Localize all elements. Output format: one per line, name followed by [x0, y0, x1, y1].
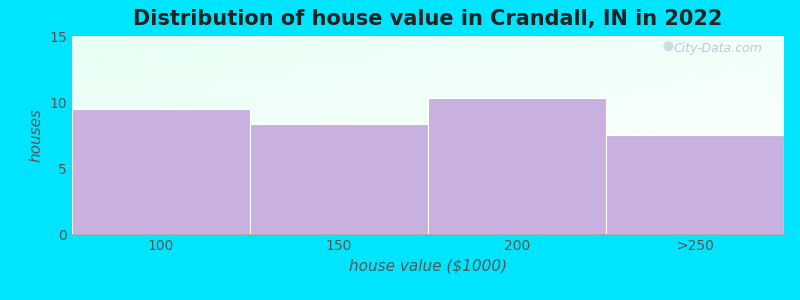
- Bar: [428, 98, 606, 234]
- Bar: [72, 109, 250, 234]
- X-axis label: house value ($1000): house value ($1000): [349, 258, 507, 273]
- Text: ⬤: ⬤: [662, 41, 674, 51]
- Text: City-Data.com: City-Data.com: [674, 42, 762, 55]
- Bar: [250, 124, 428, 234]
- Title: Distribution of house value in Crandall, IN in 2022: Distribution of house value in Crandall,…: [134, 9, 722, 29]
- Bar: [606, 135, 784, 234]
- Y-axis label: houses: houses: [29, 108, 44, 162]
